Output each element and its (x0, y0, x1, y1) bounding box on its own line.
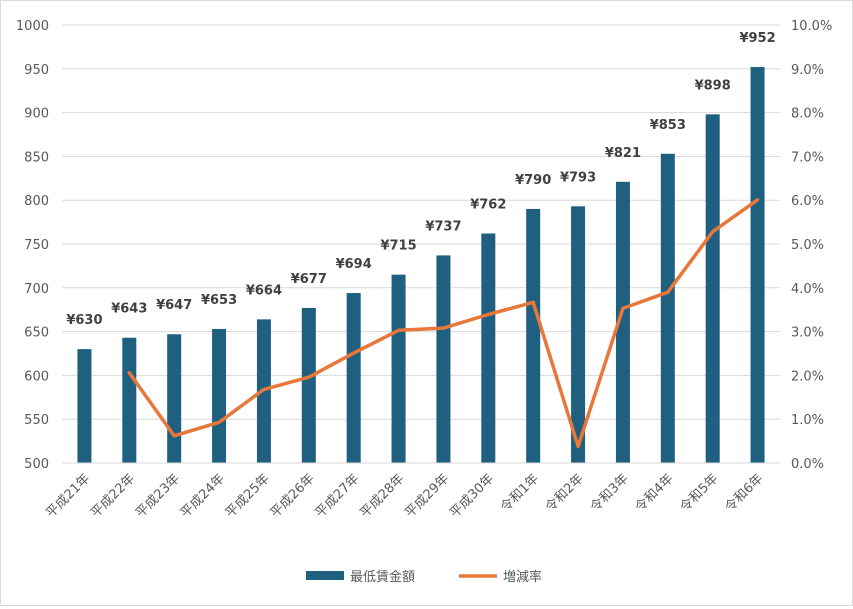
bar (615, 181, 630, 463)
gridlines (62, 24, 780, 464)
bar-data-label: ¥821 (605, 146, 641, 161)
bar (167, 334, 182, 463)
y-right-tick-label: 10.0% (791, 19, 832, 34)
bar-data-label: ¥762 (470, 197, 506, 212)
legend-label-bar: 最低賃金額 (350, 569, 415, 585)
bar-data-label: ¥898 (695, 78, 731, 93)
y-right-tick-label: 9.0% (791, 63, 824, 78)
x-tick-label: 平成27年 (313, 471, 363, 521)
bar (301, 307, 316, 463)
y-right-tick-label: 4.0% (791, 282, 824, 297)
y-left-tick-label: 850 (24, 150, 49, 165)
y-left-tick-label: 500 (24, 457, 49, 472)
x-tick-label: 令和3年 (588, 471, 632, 515)
y-right-tick-label: 1.0% (791, 413, 824, 428)
y-right-tick-label: 3.0% (791, 326, 824, 341)
x-tick-label: 平成22年 (88, 471, 138, 521)
x-tick-label: 令和5年 (677, 471, 721, 515)
line-series (127, 198, 760, 449)
y-right-tick-label: 5.0% (791, 238, 824, 253)
bar (705, 114, 720, 464)
bar-data-label: ¥694 (336, 257, 372, 272)
bar-data-label: ¥790 (515, 173, 551, 188)
bar-data-label: ¥653 (201, 293, 237, 308)
bar-series (77, 67, 765, 464)
y-right-tick-label: 6.0% (791, 194, 824, 209)
y-axis-right: 0.0% 1.0% 2.0% 3.0% 4.0% 5.0% 6.0% 7.0% 8.0% 9.0%… (791, 19, 832, 472)
x-tick-label: 平成26年 (268, 471, 318, 521)
bar (436, 255, 451, 463)
x-tick-label: 平成30年 (447, 471, 497, 521)
bar-data-label: ¥853 (650, 118, 686, 133)
y-left-tick-label: 900 (24, 107, 49, 122)
bar-data-label: ¥647 (156, 298, 192, 313)
legend-label-line: 増減率 (503, 569, 542, 585)
y-left-tick-label: 1000 (16, 19, 49, 34)
bar (481, 233, 496, 463)
bar (391, 274, 406, 463)
y-left-tick-label: 550 (24, 413, 49, 428)
bar (122, 337, 137, 463)
bar-data-label: ¥715 (380, 239, 416, 254)
bar-data-label: ¥793 (560, 170, 596, 185)
x-tick-label: 平成28年 (358, 471, 408, 521)
x-tick-label: 平成21年 (43, 471, 93, 521)
bar (77, 349, 92, 463)
line-point (531, 300, 535, 304)
bar-data-label: ¥630 (66, 313, 102, 328)
y-right-tick-label: 7.0% (791, 150, 824, 165)
y-right-tick-label: 8.0% (791, 107, 824, 122)
bar-data-labels: ¥630 ¥643 ¥647 ¥653 ¥664 ¥677 ¥694 ¥715 ¥737 ¥762… (66, 31, 775, 328)
x-tick-label: 平成23年 (133, 471, 183, 521)
line-point (441, 326, 445, 330)
line-point (352, 351, 356, 355)
y-left-tick-label: 600 (24, 369, 49, 384)
bar (660, 153, 675, 463)
x-tick-label: 令和2年 (543, 471, 587, 515)
bar-data-label: ¥952 (739, 31, 775, 46)
y-left-tick-label: 750 (24, 238, 49, 253)
line-point (576, 444, 580, 448)
line-point (486, 313, 490, 317)
bar (750, 67, 765, 463)
line-point (756, 198, 760, 202)
x-tick-label: 平成24年 (178, 471, 228, 521)
bar-data-label: ¥677 (291, 272, 327, 287)
line-point (397, 328, 401, 332)
x-tick-label: 平成25年 (223, 471, 273, 521)
x-tick-label: 平成29年 (402, 471, 452, 521)
x-tick-label: 令和6年 (722, 471, 766, 515)
y-left-tick-label: 650 (24, 326, 49, 341)
line-point (172, 434, 176, 438)
y-left-tick-label: 700 (24, 282, 49, 297)
legend: 最低賃金額 増減率 (306, 569, 542, 585)
bar-data-label: ¥643 (111, 302, 147, 317)
bar-data-label: ¥737 (425, 219, 461, 234)
line-point (621, 306, 625, 310)
bar (212, 328, 227, 463)
line-point (666, 290, 670, 294)
line-point (711, 230, 715, 234)
bar-data-label: ¥664 (246, 283, 282, 298)
line-point (307, 375, 311, 379)
y-right-tick-label: 0.0% (791, 457, 824, 472)
line-point (217, 420, 221, 424)
legend-swatch-bar (306, 571, 344, 580)
y-right-tick-label: 2.0% (791, 369, 824, 384)
x-axis: 平成21年平成22年平成23年平成24年平成25年平成26年平成27年平成28年… (43, 462, 780, 521)
x-tick-label: 令和4年 (633, 471, 677, 515)
y-left-tick-label: 950 (24, 63, 49, 78)
line-point (127, 371, 131, 375)
line-point (262, 387, 266, 391)
bar (571, 206, 586, 463)
y-left-tick-label: 800 (24, 194, 49, 209)
y-axis-left: 500 550 600 650 700 750 800 850 900 950 1000 (16, 19, 49, 472)
x-tick-label: 令和1年 (498, 471, 542, 515)
bar (346, 293, 361, 463)
bar (526, 208, 541, 463)
